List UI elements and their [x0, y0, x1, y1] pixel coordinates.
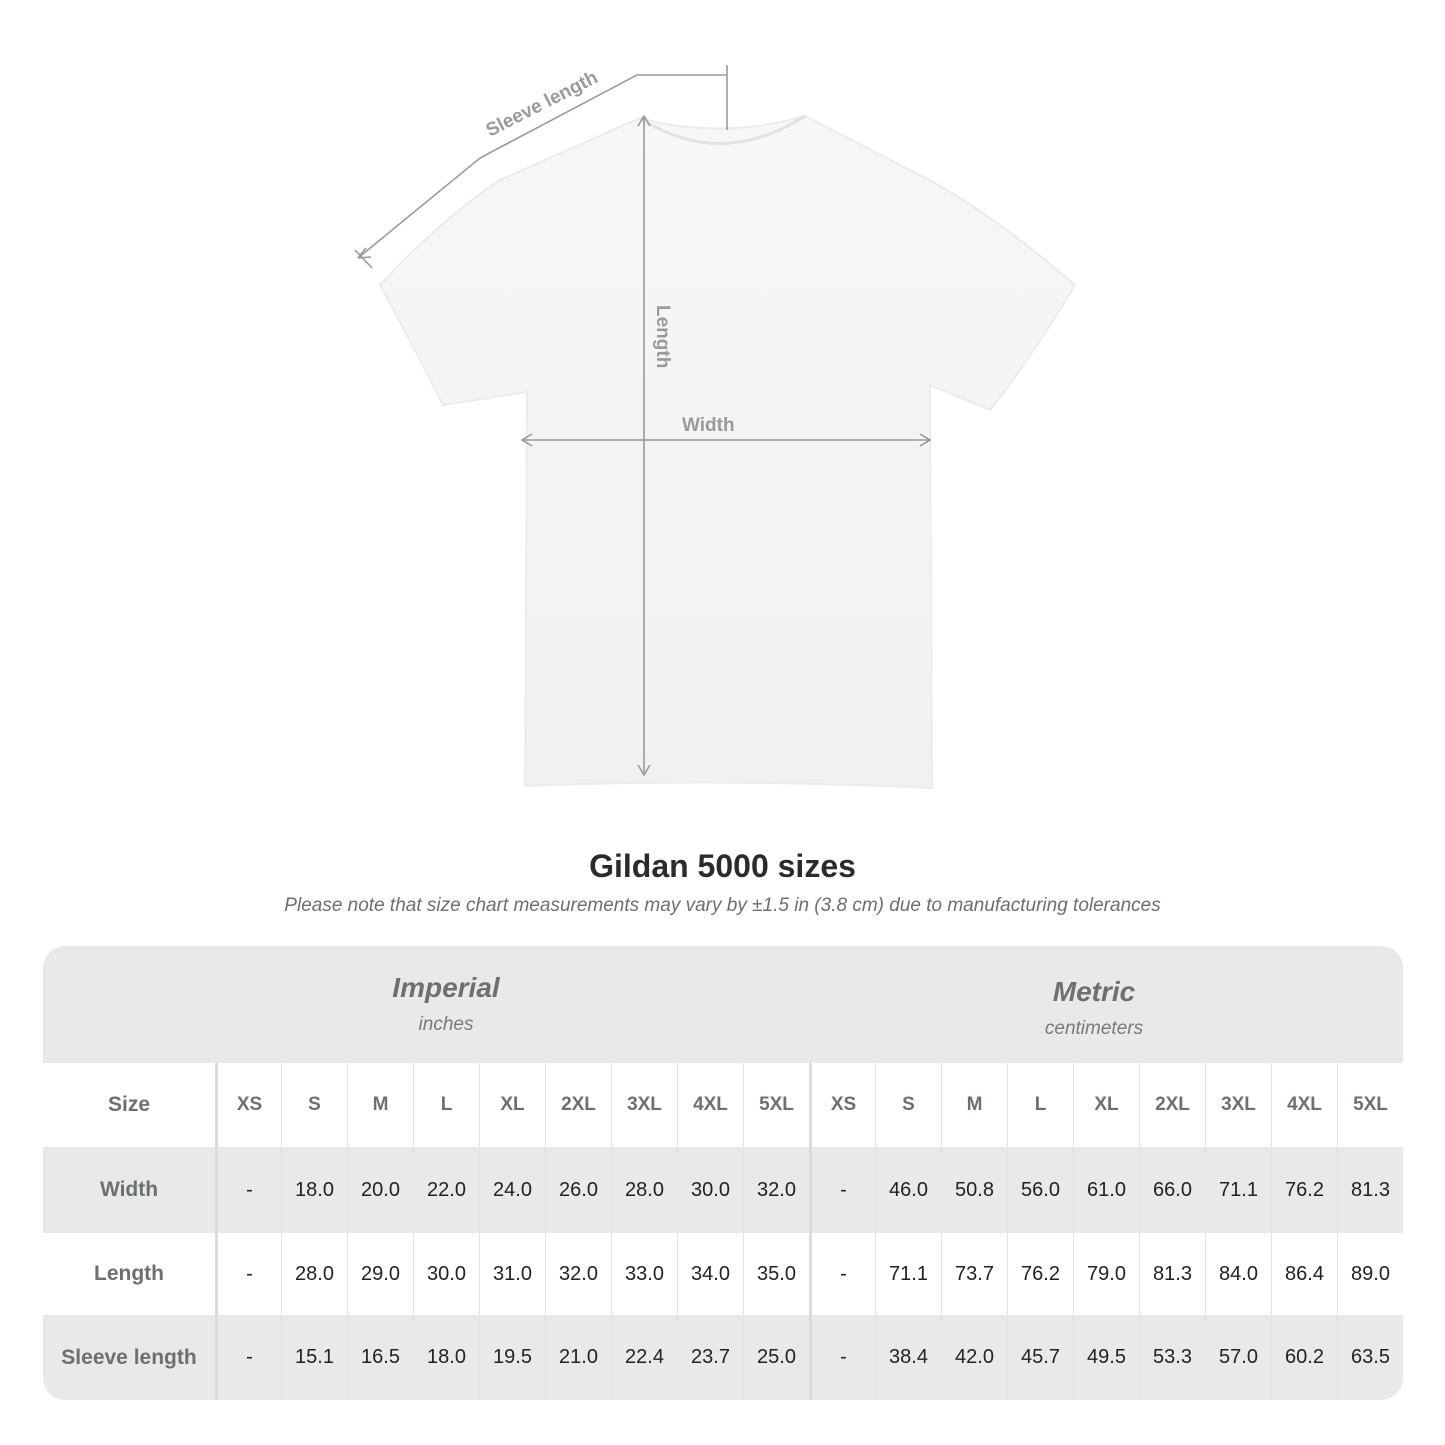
table-header-band [43, 946, 1403, 1063]
metric-value-cell: - [809, 1147, 875, 1233]
imperial-value-cell: 35.0 [743, 1233, 809, 1315]
size-header-cell: 2XL [1139, 1063, 1205, 1147]
imperial-value-cell: 34.0 [677, 1233, 743, 1315]
imperial-header: Imperial inches [215, 972, 677, 1036]
size-header-cell: L [413, 1063, 479, 1147]
width-label: Width [682, 415, 735, 436]
size-table: Imperial inches Metric centimeters Size X… [43, 946, 1403, 1400]
imperial-value-cell: 31.0 [479, 1233, 545, 1315]
imperial-value-cell: 22.4 [611, 1315, 677, 1400]
metric-value-cell: 71.1 [875, 1233, 941, 1315]
imperial-value-cell: 15.1 [281, 1315, 347, 1400]
metric-value-cell: 84.0 [1205, 1233, 1271, 1315]
imperial-value-cell: 18.0 [281, 1147, 347, 1233]
metric-value-cell: 89.0 [1337, 1233, 1403, 1315]
metric-value-cell: 50.8 [941, 1147, 1007, 1233]
imperial-value-cell: 30.0 [413, 1233, 479, 1315]
table-row: Sleeve length -15.1 16.5 18.0 19.5 21.0 22.4 23… [43, 1315, 1403, 1400]
imperial-value-cell: 21.0 [545, 1315, 611, 1400]
size-header-cell: XL [479, 1063, 545, 1147]
measure-lines [354, 65, 932, 777]
size-header-cell: XS [215, 1063, 281, 1147]
imperial-value-cell: 23.7 [677, 1315, 743, 1400]
imperial-value-cell: 16.5 [347, 1315, 413, 1400]
imperial-title: Imperial [392, 972, 500, 1003]
imperial-value-cell: 29.0 [347, 1233, 413, 1315]
imperial-value-cell: 22.0 [413, 1147, 479, 1233]
size-header-cell: 3XL [1205, 1063, 1271, 1147]
metric-value-cell: 79.0 [1073, 1233, 1139, 1315]
metric-value-cell: - [809, 1315, 875, 1400]
tshirt-shape [378, 114, 1077, 790]
size-header-cell: 4XL [1271, 1063, 1337, 1147]
metric-value-cell: 63.5 [1337, 1315, 1403, 1400]
metric-value-cell: 81.3 [1337, 1147, 1403, 1233]
metric-value-cell: 81.3 [1139, 1233, 1205, 1315]
row-label: Width [99, 1178, 159, 1201]
imperial-value-cell: 20.0 [347, 1147, 413, 1233]
metric-value-cell: 71.1 [1205, 1147, 1271, 1233]
imperial-value-cell: 26.0 [545, 1147, 611, 1233]
imperial-value-cell: 32.0 [545, 1233, 611, 1315]
metric-value-cell: 53.3 [1139, 1315, 1205, 1400]
table-row: Width -18.0 20.0 22.0 24.0 26.0 28.0 30.0 32.0-4… [43, 1147, 1403, 1233]
imperial-value-cell: 25.0 [743, 1315, 809, 1400]
page-title: Gildan 5000 sizes [589, 848, 856, 884]
size-header-cell: 4XL [677, 1063, 743, 1147]
imperial-value-cell: 18.0 [413, 1315, 479, 1400]
imperial-unit: inches [418, 1014, 474, 1035]
size-header-cell: S [875, 1063, 941, 1147]
metric-value-cell: 45.7 [1007, 1315, 1073, 1400]
metric-value-cell: 57.0 [1205, 1315, 1271, 1400]
metric-value-cell: 86.4 [1271, 1233, 1337, 1315]
imperial-value-cell: 32.0 [743, 1147, 809, 1233]
row-label: Size [107, 1093, 151, 1116]
size-header-cell: 5XL [1337, 1063, 1403, 1147]
imperial-value-cell: 28.0 [611, 1147, 677, 1233]
size-header-cell: M [347, 1063, 413, 1147]
metric-value-cell: 60.2 [1271, 1315, 1337, 1400]
metric-value-cell: 46.0 [875, 1147, 941, 1233]
imperial-value-cell: - [215, 1147, 281, 1233]
metric-value-cell: 76.2 [1007, 1233, 1073, 1315]
imperial-value-cell: 19.5 [479, 1315, 545, 1400]
length-label: Length [652, 305, 673, 368]
metric-value-cell: 49.5 [1073, 1315, 1139, 1400]
imperial-value-cell: 30.0 [677, 1147, 743, 1233]
sleeve-length-label: Sleeve length [483, 67, 602, 141]
metric-value-cell: 61.0 [1073, 1147, 1139, 1233]
size-header-row: Size XS S M L XL 2XL 3XL 4XL 5XL XS S M L XL 2XL 3XL 4XL 5… [43, 1063, 1403, 1147]
size-header-cell: 3XL [611, 1063, 677, 1147]
row-label: Sleeve length [61, 1345, 197, 1369]
imperial-value-cell: 33.0 [611, 1233, 677, 1315]
size-header-cell: XS [809, 1063, 875, 1147]
metric-value-cell: 73.7 [941, 1233, 1007, 1315]
size-header-cell: S [281, 1063, 347, 1147]
metric-title: Metric [1052, 976, 1136, 1007]
metric-value-cell: - [809, 1233, 875, 1315]
metric-value-cell: 76.2 [1271, 1147, 1337, 1233]
table-row: Length -28.0 29.0 30.0 31.0 32.0 33.0 34.0 35.0-… [43, 1233, 1403, 1315]
tshirt-diagram: Sleeve length Length Width [354, 65, 1077, 790]
imperial-value-cell: - [215, 1233, 281, 1315]
imperial-value-cell: 24.0 [479, 1147, 545, 1233]
size-header-cell: 5XL [743, 1063, 809, 1147]
size-header-cell: 2XL [545, 1063, 611, 1147]
metric-value-cell: 56.0 [1007, 1147, 1073, 1233]
metric-value-cell: 38.4 [875, 1315, 941, 1400]
tolerance-note: Please note that size chart measurements… [284, 895, 1161, 916]
metric-value-cell: 42.0 [941, 1315, 1007, 1400]
size-header-cell: L [1007, 1063, 1073, 1147]
metric-unit: centimeters [1044, 1018, 1144, 1039]
imperial-value-cell: - [215, 1315, 281, 1400]
metric-value-cell: 66.0 [1139, 1147, 1205, 1233]
imperial-value-cell: 28.0 [281, 1233, 347, 1315]
metric-header: Metric centimeters [863, 976, 1325, 1040]
size-header-cell: M [941, 1063, 1007, 1147]
size-header-cell: XL [1073, 1063, 1139, 1147]
row-label: Length [94, 1262, 164, 1285]
